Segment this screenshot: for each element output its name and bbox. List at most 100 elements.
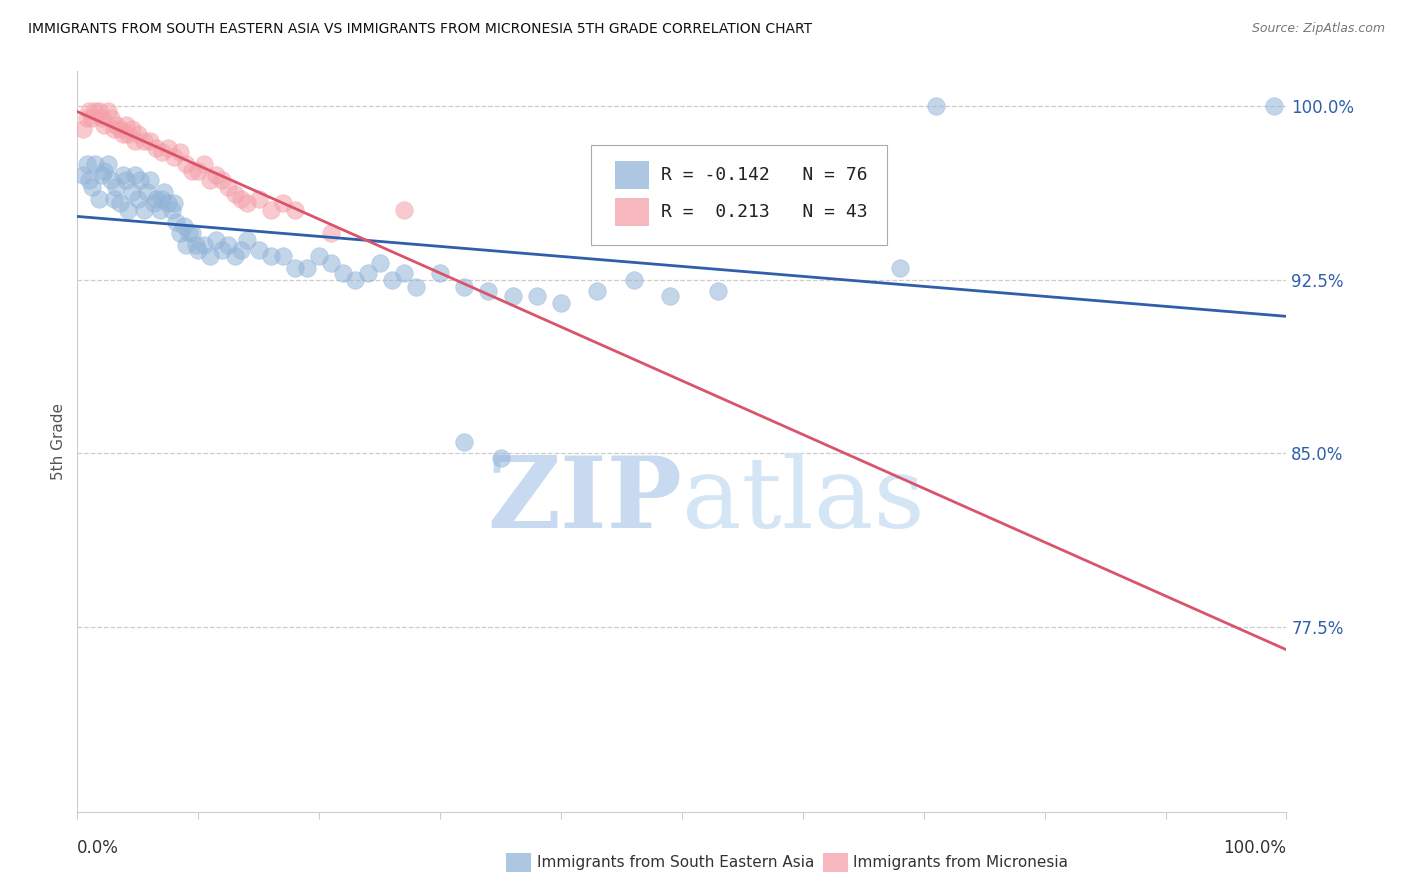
Point [117, 203, 139, 218]
Point [132, 203, 155, 218]
Point [114, 118, 136, 132]
Point [200, 173, 222, 187]
Point [181, 164, 204, 178]
Point [235, 196, 257, 211]
Point [174, 157, 197, 171]
Point [295, 260, 318, 275]
Point [925, 99, 948, 113]
Point [145, 192, 167, 206]
Point [502, 289, 524, 303]
Point [139, 134, 162, 148]
Point [132, 134, 155, 148]
Text: Immigrants from Micronesia: Immigrants from Micronesia [853, 855, 1069, 870]
Text: R =  0.213   N = 43: R = 0.213 N = 43 [661, 203, 868, 221]
Point [150, 192, 173, 206]
Point [211, 243, 233, 257]
Point [139, 173, 162, 187]
Text: atlas: atlas [682, 453, 925, 549]
Point [392, 266, 415, 280]
Text: Source: ZipAtlas.com: Source: ZipAtlas.com [1251, 22, 1385, 36]
Point [124, 134, 146, 148]
Point [184, 238, 207, 252]
Point [129, 173, 152, 187]
Point [117, 127, 139, 141]
Point [76, 157, 98, 171]
Text: 0.0%: 0.0% [77, 839, 120, 857]
Point [260, 249, 283, 263]
Point [187, 243, 209, 257]
FancyBboxPatch shape [592, 145, 887, 245]
Point [356, 266, 378, 280]
Point [163, 150, 186, 164]
Point [169, 145, 191, 160]
Point [93, 164, 115, 178]
Point [224, 249, 246, 263]
Point [124, 169, 146, 183]
Point [173, 219, 195, 234]
Text: Immigrants from South Eastern Asia: Immigrants from South Eastern Asia [537, 855, 814, 870]
Point [623, 272, 645, 286]
Point [96, 157, 118, 171]
Point [157, 141, 180, 155]
Point [163, 196, 186, 211]
Point [344, 272, 367, 286]
Point [150, 145, 173, 160]
Point [477, 284, 499, 298]
Point [658, 289, 681, 303]
Point [105, 118, 128, 132]
Point [550, 295, 572, 310]
Point [72, 169, 94, 183]
Point [76, 111, 98, 125]
Point [136, 185, 159, 199]
Point [93, 118, 115, 132]
Point [224, 186, 246, 201]
Point [321, 256, 343, 270]
Point [108, 196, 131, 211]
Point [145, 141, 167, 155]
Point [205, 233, 228, 247]
Point [127, 127, 149, 141]
Point [526, 289, 548, 303]
Point [103, 122, 125, 136]
Point [96, 103, 118, 118]
Point [321, 227, 343, 241]
Point [84, 103, 107, 118]
Point [381, 272, 404, 286]
Point [87, 103, 110, 118]
Point [271, 249, 294, 263]
Point [127, 192, 149, 206]
Point [368, 256, 391, 270]
Point [148, 203, 170, 218]
Bar [616, 198, 650, 226]
Point [453, 279, 475, 293]
Point [181, 227, 204, 241]
Point [247, 243, 270, 257]
Y-axis label: 5th Grade: 5th Grade [51, 403, 66, 480]
Point [429, 266, 451, 280]
Point [72, 122, 94, 136]
Point [160, 203, 183, 218]
Point [200, 249, 222, 263]
Point [80, 111, 103, 125]
Text: 100.0%: 100.0% [1223, 839, 1286, 857]
Point [114, 173, 136, 187]
Point [247, 192, 270, 206]
Point [193, 238, 215, 252]
Point [87, 192, 110, 206]
Point [105, 180, 128, 194]
Point [218, 180, 240, 194]
Point [79, 103, 101, 118]
Point [103, 192, 125, 206]
Point [90, 169, 112, 183]
Point [174, 238, 197, 252]
Text: IMMIGRANTS FROM SOUTH EASTERN ASIA VS IMMIGRANTS FROM MICRONESIA 5TH GRADE CORRE: IMMIGRANTS FROM SOUTH EASTERN ASIA VS IM… [28, 22, 813, 37]
Point [453, 434, 475, 449]
Point [90, 111, 112, 125]
Point [187, 164, 209, 178]
Point [284, 260, 307, 275]
Bar [616, 161, 650, 189]
Point [229, 192, 252, 206]
Point [889, 260, 911, 275]
Point [332, 266, 354, 280]
Point [271, 196, 294, 211]
